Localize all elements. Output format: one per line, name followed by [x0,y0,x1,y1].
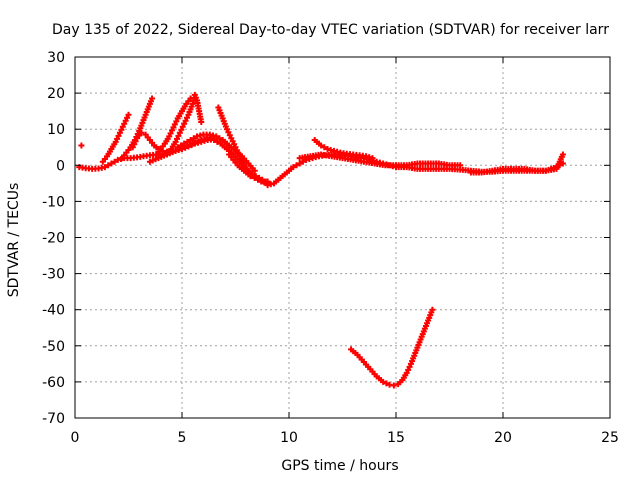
data-point [256,176,263,183]
data-point [129,144,136,151]
x-axis-label: GPS time / hours [281,458,398,474]
data-point [290,164,297,171]
data-point [78,142,85,149]
data-point [108,160,115,167]
y-tick-label: -50 [42,339,65,355]
data-point [216,135,223,142]
data-point [182,117,189,124]
data-point [116,129,123,136]
data-point [138,129,145,136]
grid-layer [75,57,610,418]
x-tick-label: 25 [601,430,619,446]
data-point [132,138,139,145]
data-point [406,363,413,370]
data-point [198,118,205,125]
data-point [213,133,220,140]
data-point [251,167,258,174]
y-axis-label: SDTVAR / TECUs [6,183,22,298]
data-point [403,369,410,376]
data-point [179,123,186,130]
data-point [171,121,178,128]
data-point [296,160,303,167]
data-point [187,137,194,144]
data-point [226,132,233,139]
data-point [228,135,235,142]
data-point [178,126,185,133]
data-point [190,135,197,142]
data-point [166,133,173,140]
data-point [229,138,236,145]
data-point [181,120,188,127]
data-point [223,126,230,133]
y-tick-label: 10 [47,122,65,138]
data-point [169,127,176,134]
data-point [251,174,258,181]
data-point [118,126,125,133]
data-point [429,306,436,313]
y-tick-label: -40 [42,303,65,319]
y-tick-label: -60 [42,375,65,391]
data-point [293,162,300,169]
data-point [380,378,387,385]
chart-title: Day 135 of 2022, Sidereal Day-to-day VTE… [52,22,609,38]
axis-ticks: 0 5 10 15 20 25 -70 -60 -50 -40 -30 -20 -10 0 10 20 30 [42,50,619,446]
data-point [149,95,156,102]
y-tick-label: 30 [47,50,65,66]
data-point [232,144,239,151]
data-point [114,135,121,142]
data-point [390,382,397,389]
data-point [174,135,181,142]
data-point [176,129,183,136]
data-marks [76,91,566,389]
data-point [239,159,246,166]
y-tick-label: 20 [47,86,65,102]
data-point [236,153,243,160]
data-point [383,380,390,387]
y-tick-label: 0 [56,158,65,174]
data-point [321,144,328,151]
data-point [181,140,188,147]
data-point [559,151,566,158]
data-point [174,144,181,151]
data-point [173,118,180,125]
data-point [214,138,221,145]
data-point [125,111,132,118]
data-point [183,114,190,121]
data-point [225,129,232,136]
data-point [131,141,138,148]
data-point [233,147,240,154]
data-point [172,138,179,145]
data-point [119,123,126,130]
x-tick-label: 10 [280,430,298,446]
data-point [111,158,118,165]
data-point [115,132,122,139]
x-tick-label: 0 [71,430,80,446]
data-point [247,173,254,180]
y-tick-label: -30 [42,267,65,283]
data-point [105,162,112,169]
data-point [318,142,325,149]
data-point [170,124,177,131]
data-point [177,142,184,149]
data-point [101,164,108,171]
x-tick-label: 5 [178,430,187,446]
data-point [124,114,131,121]
data-point [121,120,128,127]
y-tick-label: -20 [42,231,65,247]
data-point [211,137,218,144]
data-point [231,141,238,148]
y-tick-label: -70 [42,411,65,427]
data-point [167,130,174,137]
data-point [112,138,119,145]
data-point [175,132,182,139]
y-tick-label: -10 [42,194,65,210]
x-tick-label: 15 [387,430,405,446]
x-tick-label: 20 [494,430,512,446]
data-point [238,156,245,163]
data-point [235,150,242,157]
data-point [405,366,412,373]
data-point [122,117,129,124]
data-point [184,138,191,145]
